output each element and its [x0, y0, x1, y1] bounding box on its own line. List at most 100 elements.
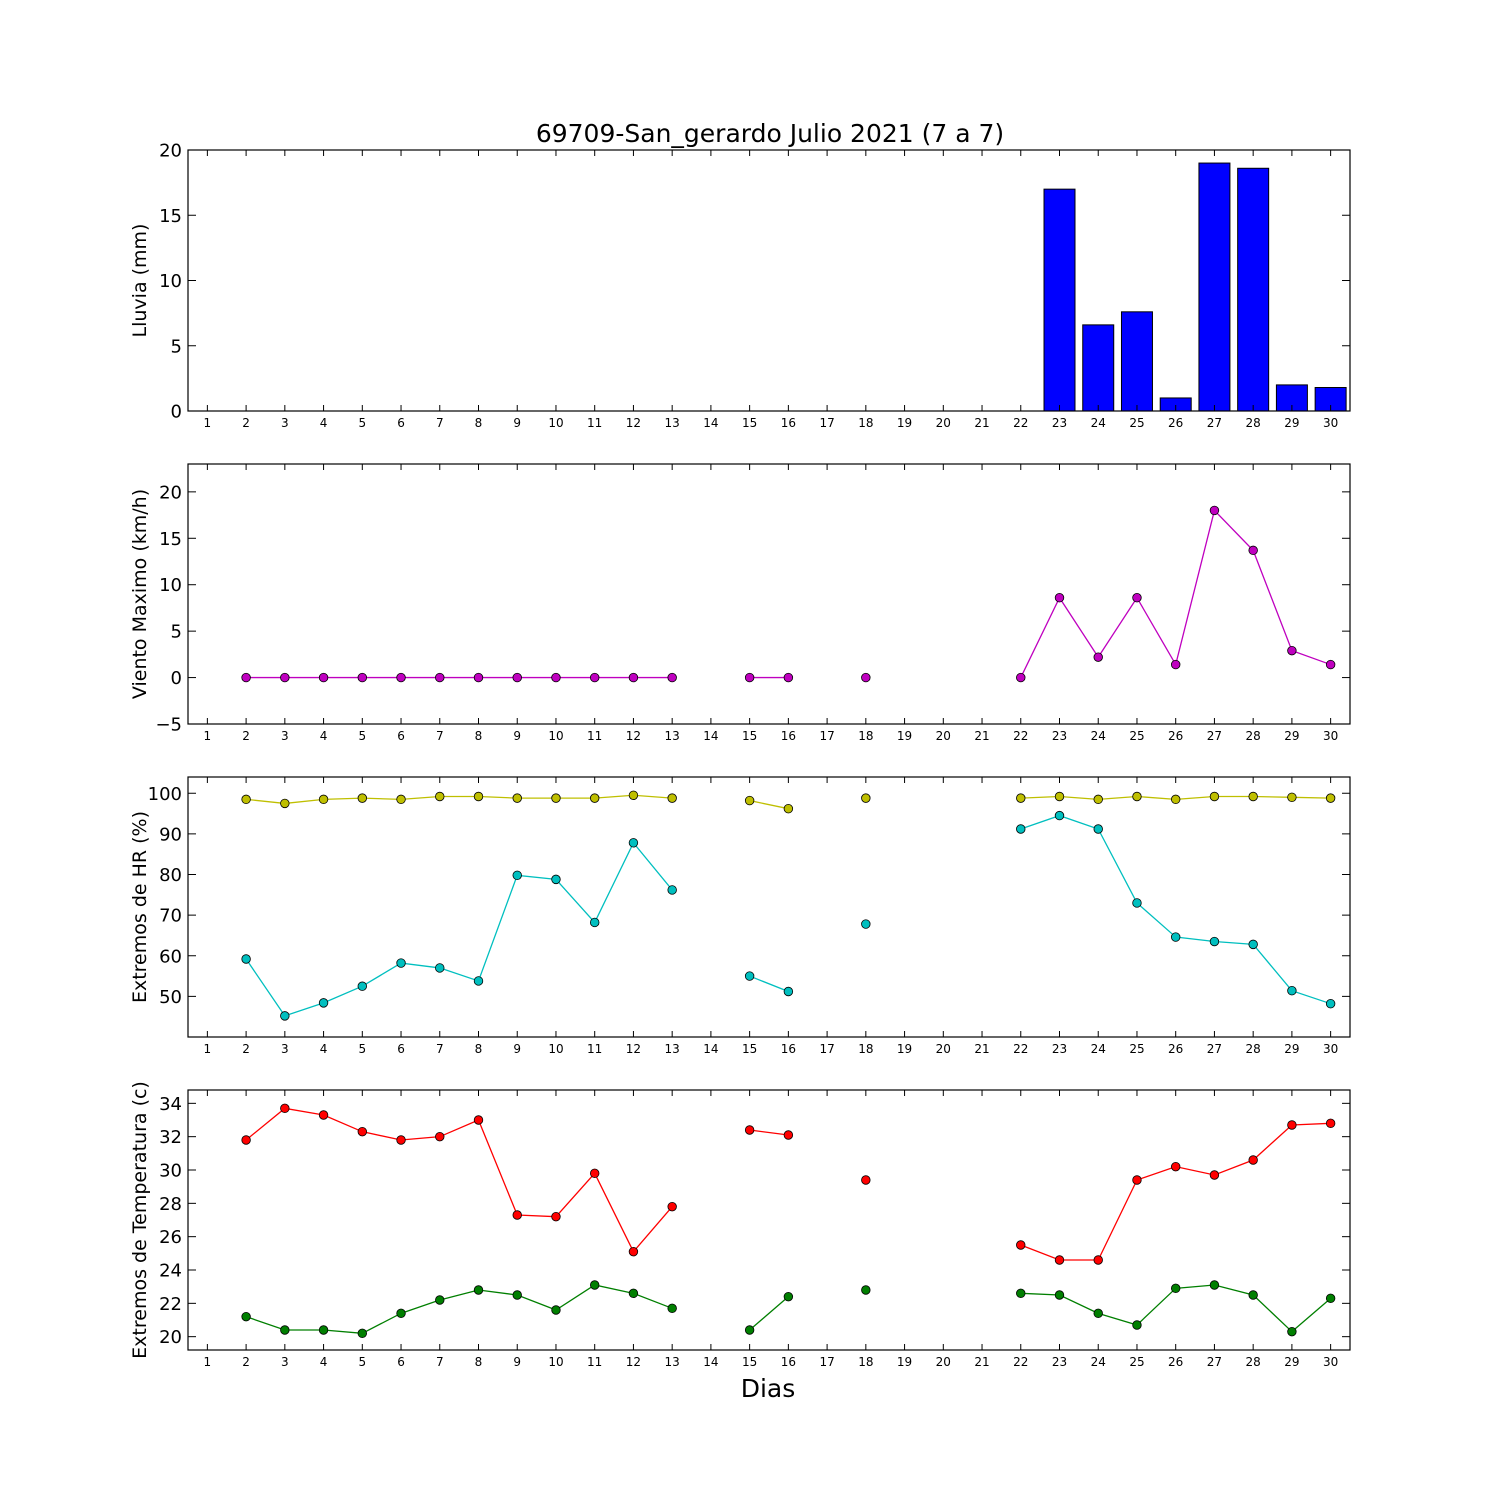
x-tick-label: 1 — [204, 1355, 212, 1369]
data-point — [1209, 791, 1220, 802]
x-tick-label: 11 — [587, 1355, 602, 1369]
x-tick-label: 15 — [742, 729, 757, 743]
data-point — [1209, 936, 1220, 947]
x-tick-label: 24 — [1091, 1042, 1106, 1056]
bar — [1237, 167, 1270, 412]
data-point — [861, 1285, 871, 1295]
bar — [1043, 188, 1076, 412]
data-point — [512, 870, 522, 881]
x-tick-label: 2 — [242, 1355, 250, 1369]
x-axis-label: Dias — [741, 1374, 796, 1403]
x-tick-label: 10 — [548, 1355, 563, 1369]
y-axis-label: Lluvia (mm) — [129, 224, 151, 338]
data-point — [357, 1126, 368, 1137]
series-line — [245, 1284, 673, 1334]
data-point — [551, 793, 561, 803]
x-tick-label: 19 — [897, 416, 912, 430]
x-tick-label: 4 — [320, 1355, 328, 1369]
y-tick-label: 20 — [159, 482, 182, 503]
x-tick-label: 2 — [242, 1042, 250, 1056]
data-point — [435, 672, 445, 683]
x-tick-label: 21 — [974, 1042, 989, 1056]
x-tick-label: 15 — [742, 1042, 757, 1056]
data-point — [1209, 505, 1220, 516]
data-point — [512, 1290, 522, 1300]
data-point — [783, 1130, 794, 1140]
data-point — [318, 794, 329, 805]
data-point — [512, 672, 522, 683]
data-point — [667, 1201, 677, 1212]
x-tick-label: 26 — [1168, 416, 1183, 430]
x-tick-label: 12 — [626, 729, 641, 743]
y-tick-label: 24 — [159, 1261, 182, 1282]
data-point — [628, 838, 639, 848]
y-tick-label: 20 — [159, 141, 182, 162]
data-point — [1325, 1293, 1336, 1304]
x-tick-label: 16 — [781, 416, 796, 430]
x-tick-label: 25 — [1129, 1355, 1144, 1369]
data-point — [744, 971, 755, 981]
data-point — [241, 1135, 251, 1145]
data-point — [280, 798, 290, 809]
data-point — [861, 1175, 871, 1185]
series-line — [749, 1296, 789, 1331]
panel-3: 1 2 3 4 5 6 7 8 9 10 11 12 13 14 15 16 17 18 19 20 21 22 23 24 2… — [129, 776, 1351, 1056]
data-point — [1287, 985, 1297, 996]
data-point — [744, 795, 755, 806]
x-tick-label: 23 — [1052, 1355, 1067, 1369]
x-tick-label: 26 — [1168, 1355, 1183, 1369]
data-point — [628, 1246, 639, 1257]
y-tick-label: −5 — [155, 715, 182, 736]
data-point — [1170, 794, 1181, 805]
x-tick-label: 9 — [513, 1042, 521, 1056]
data-point — [1093, 652, 1103, 662]
x-tick-label: 28 — [1246, 416, 1261, 430]
x-tick-label: 23 — [1052, 1042, 1067, 1056]
x-tick-label: 11 — [587, 416, 602, 430]
x-tick-label: 5 — [358, 1042, 366, 1056]
x-tick-label: 15 — [742, 416, 757, 430]
data-point — [1325, 1118, 1336, 1129]
data-point — [667, 885, 677, 895]
x-tick-label: 25 — [1129, 1042, 1144, 1056]
x-tick-label: 8 — [475, 1355, 483, 1369]
x-tick-label: 29 — [1284, 1042, 1299, 1056]
data-point — [1132, 791, 1142, 802]
x-tick-label: 16 — [781, 1042, 796, 1056]
x-tick-label: 17 — [819, 1355, 834, 1369]
y-tick-label: 5 — [171, 336, 182, 357]
y-tick-label: 100 — [148, 784, 182, 805]
x-tick-label: 4 — [320, 1042, 328, 1056]
data-point — [241, 954, 251, 964]
series-line — [245, 1107, 673, 1253]
x-tick-label: 15 — [742, 1355, 757, 1369]
panel-4: 1 2 3 4 5 6 7 8 9 10 11 12 13 14 15 16 17 18 19 20 21 22 23 24 2… — [129, 1081, 1351, 1369]
data-point — [590, 1280, 600, 1290]
x-tick-label: 20 — [936, 1355, 951, 1369]
data-point — [1248, 791, 1258, 802]
panel-2: 1 2 3 4 5 6 7 8 9 10 11 12 13 14 15 16 17 18 19 20 21 22 23 24 2… — [129, 463, 1351, 743]
data-point — [1209, 1170, 1220, 1180]
data-point — [396, 1135, 406, 1145]
x-tick-label: 7 — [436, 729, 444, 743]
data-point — [473, 1285, 484, 1295]
data-point — [744, 672, 755, 683]
data-point — [1170, 1161, 1181, 1172]
y-tick-label: 50 — [159, 987, 182, 1008]
data-point — [280, 1325, 290, 1335]
data-point — [667, 672, 677, 683]
y-tick-label: 5 — [171, 622, 182, 643]
data-point — [1325, 793, 1336, 803]
data-point — [1287, 1120, 1297, 1130]
x-tick-label: 11 — [587, 1042, 602, 1056]
x-tick-label: 8 — [475, 1042, 483, 1056]
data-point — [318, 672, 329, 683]
data-point — [667, 1303, 677, 1314]
y-tick-label: 80 — [159, 865, 182, 886]
series-line — [246, 794, 673, 805]
x-tick-label: 10 — [548, 416, 563, 430]
data-point — [1132, 898, 1142, 908]
x-tick-label: 9 — [513, 416, 521, 430]
x-tick-label: 26 — [1168, 729, 1183, 743]
data-point — [241, 672, 251, 683]
